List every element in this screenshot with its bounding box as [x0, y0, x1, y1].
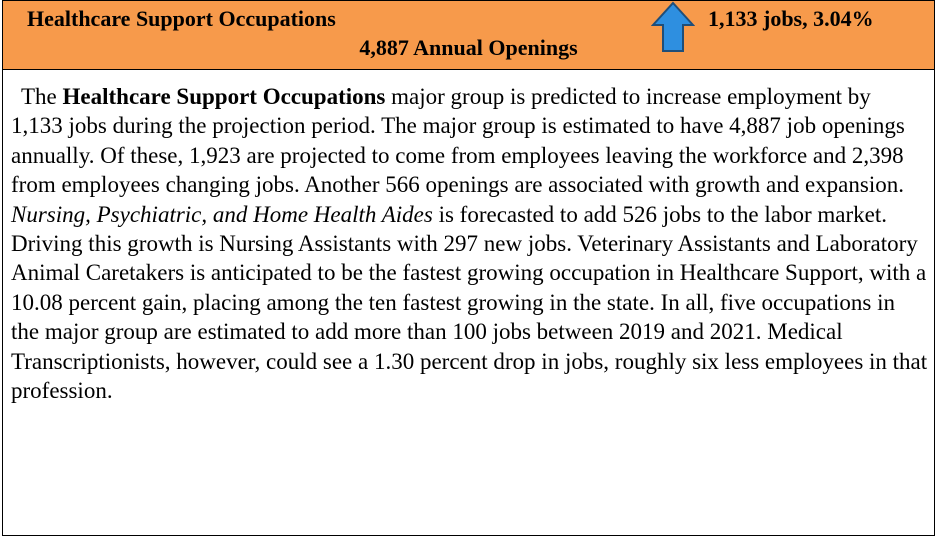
italic-run: Nursing, Psychiatric, and Home Health Ai… [11, 201, 433, 227]
text-run: is forecasted to add 526 jobs to the lab… [11, 201, 928, 404]
header-bar: Healthcare Support Occupations 1,133 job… [2, 0, 935, 70]
header-openings: 4,887 Annual Openings [359, 35, 578, 60]
up-arrow-icon [651, 1, 695, 52]
text-run: major group is predicted to increase emp… [11, 84, 905, 198]
body-text: The Healthcare Support Occupations major… [2, 70, 935, 536]
text-run: The [21, 84, 63, 109]
bold-run: Healthcare Support Occupations [62, 84, 386, 109]
header-change: 1,133 jobs, 3.04% [708, 6, 874, 31]
header-title: Healthcare Support Occupations [27, 6, 336, 31]
